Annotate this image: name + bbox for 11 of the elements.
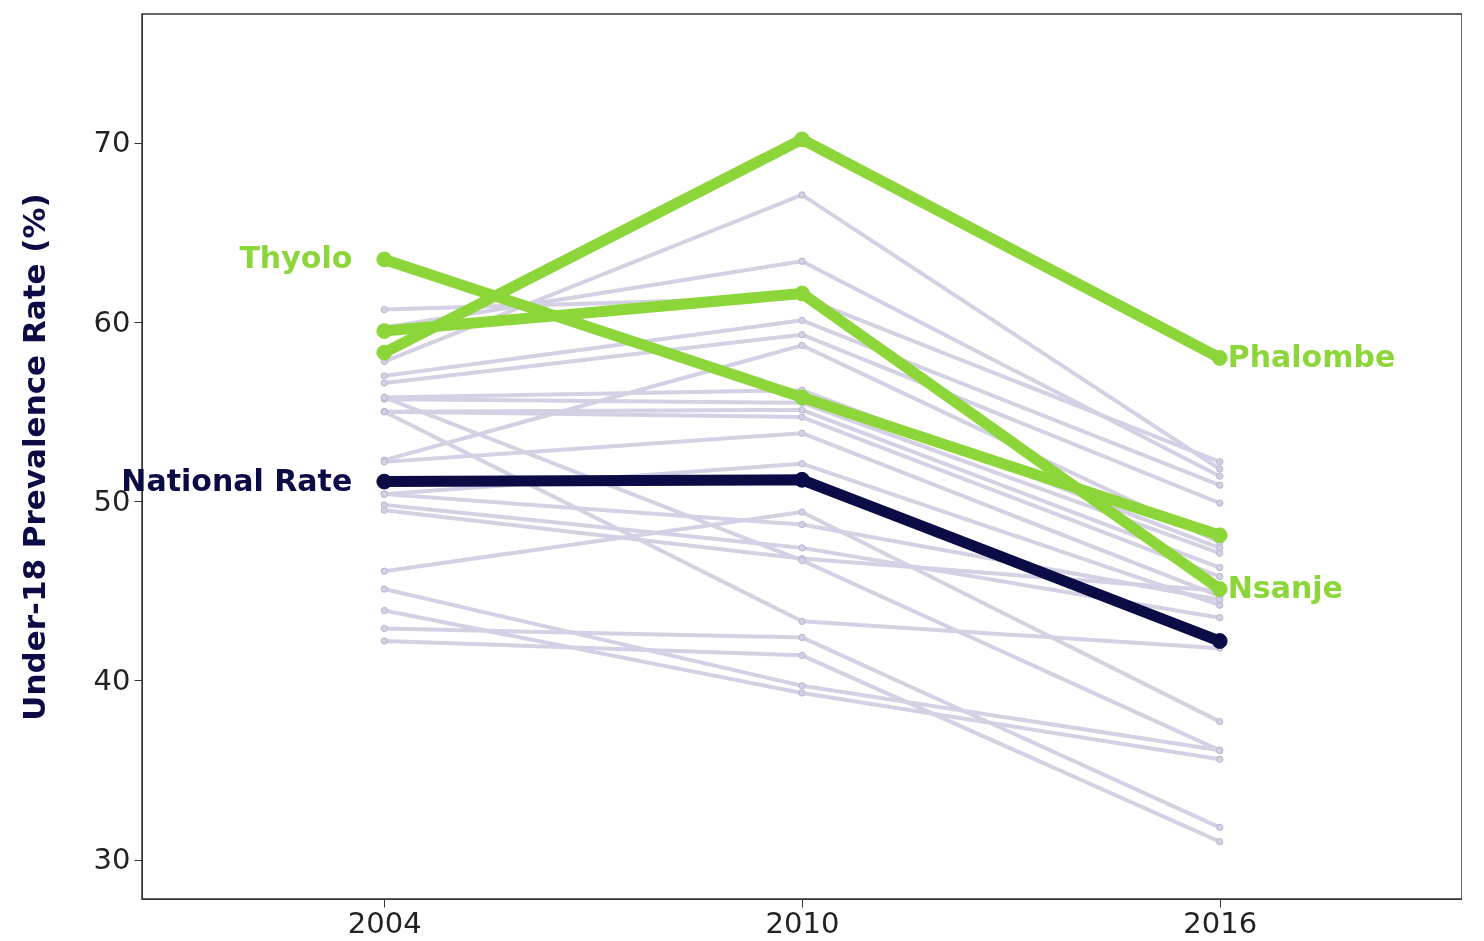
y-axis-title: Under-18 Prevalence Rate (%) xyxy=(15,193,52,721)
series-label: Phalombe xyxy=(1227,338,1396,374)
series-label: Thyolo xyxy=(239,240,353,276)
y-tick-label: 60 xyxy=(93,304,131,339)
x-tick-label: 2004 xyxy=(347,905,422,940)
y-tick-label: 40 xyxy=(93,662,131,697)
y-tick-label: 30 xyxy=(93,842,131,877)
x-tick-label: 2016 xyxy=(1183,905,1258,940)
x-tick-label: 2010 xyxy=(765,905,840,940)
y-tick-label: 70 xyxy=(93,125,131,160)
series-label: Nsanje xyxy=(1227,570,1343,606)
